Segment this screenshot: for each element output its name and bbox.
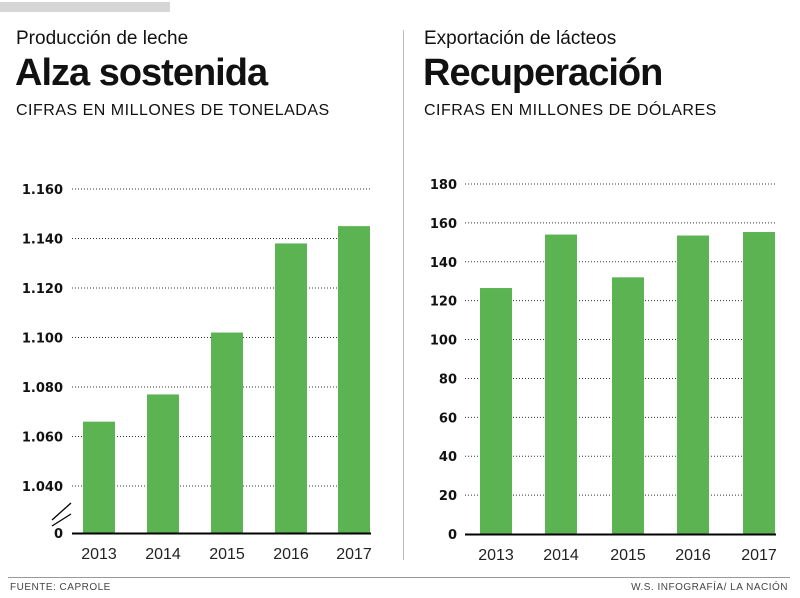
x-tick-label: 2015 (209, 546, 245, 563)
y-tick-label: 80 (439, 372, 457, 387)
x-tick-label: 2014 (145, 546, 181, 563)
x-tick-label: 2013 (478, 547, 514, 564)
y-tick-label: 1.040 (22, 480, 63, 495)
bar-2014 (147, 394, 179, 533)
y-tick-label: 120 (430, 295, 457, 310)
footer-line (8, 577, 790, 578)
left-unit: CIFRAS EN MILLONES DE TONELADAS (16, 102, 330, 119)
axis-break-mark (51, 513, 72, 527)
y-tick-label: 140 (430, 256, 457, 271)
footer-credit: W.S. INFOGRAFÍA/ LA NACIÓN (631, 582, 788, 593)
bar-2013 (83, 421, 115, 533)
axis-break-mark (51, 502, 72, 521)
y-tick-label: 180 (430, 178, 457, 193)
x-tick-label: 2017 (741, 547, 777, 564)
y-tick-label: 60 (439, 411, 457, 426)
x-tick-label: 2017 (336, 546, 372, 563)
y-tick-label: 100 (430, 334, 457, 349)
bar-2014 (545, 234, 577, 535)
bar-2013 (480, 288, 512, 534)
x-tick-label: 2016 (675, 547, 711, 564)
y-tick-label: 1.120 (22, 282, 63, 297)
left-headline: Alza sostenida (15, 52, 268, 94)
footer-source: FUENTE: CAPROLE (10, 582, 111, 593)
bar-2016 (275, 243, 307, 533)
y-tick-label: 0 (448, 528, 457, 543)
bar-2016 (677, 235, 709, 534)
top-accent-bar (0, 2, 170, 12)
left-kicker: Producción de leche (16, 28, 189, 49)
y-tick-label: 1.060 (22, 431, 63, 446)
y-tick-label: 160 (430, 217, 457, 232)
y-tick-label: 1.100 (22, 332, 63, 347)
y-tick-label: 1.160 (22, 183, 63, 198)
bar-2017 (743, 232, 775, 534)
x-tick-label: 2015 (610, 547, 646, 564)
y-tick-label: 20 (439, 489, 457, 504)
divider (403, 30, 404, 560)
y-tick-label: 1.140 (22, 233, 63, 248)
y-tick-label: 0 (54, 527, 63, 542)
x-tick-label: 2013 (81, 546, 117, 563)
x-tick-label: 2016 (273, 546, 309, 563)
right-unit: CIFRAS EN MILLONES DE DÓLARES (424, 102, 717, 119)
y-tick-label: 40 (439, 450, 457, 465)
bar-2017 (338, 226, 370, 533)
right-headline: Recuperación (423, 52, 663, 94)
right-kicker: Exportación de lácteos (424, 28, 617, 49)
y-tick-label: 1.080 (22, 381, 63, 396)
bar-2015 (211, 332, 243, 533)
x-tick-label: 2014 (543, 547, 579, 564)
bar-2015 (612, 277, 644, 534)
